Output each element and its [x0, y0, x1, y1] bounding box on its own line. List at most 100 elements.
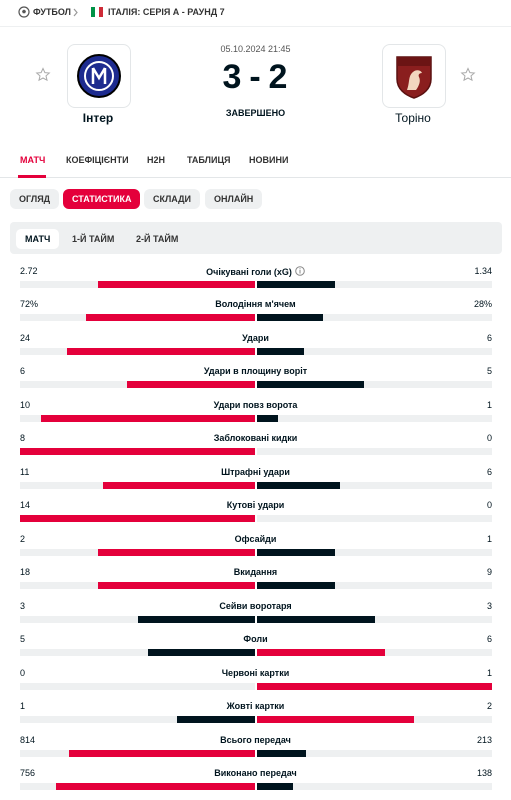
away-track	[257, 582, 492, 590]
away-value: 9	[486, 567, 492, 578]
home-bar	[137, 615, 255, 623]
stat-label: Очікувані голи (xG)	[0, 266, 511, 277]
home-value: 10	[20, 399, 31, 410]
stat-label: Кутові удари	[226, 500, 285, 511]
away-bar	[257, 716, 414, 724]
away-track	[257, 749, 492, 757]
away-value: 1	[486, 533, 492, 544]
stat-label: Удари повз ворота	[213, 399, 298, 410]
tab[interactable]: НОВИНИ	[249, 155, 289, 165]
home-bar	[148, 649, 255, 657]
home-value: 0	[20, 667, 26, 678]
away-value: 1.34	[474, 266, 492, 276]
stat-label: Всього передач	[220, 734, 291, 745]
away-logo[interactable]	[382, 44, 446, 108]
away-bar	[257, 649, 386, 657]
away-value: 1	[486, 399, 492, 410]
subtab[interactable]: СКЛАДИ	[144, 189, 201, 209]
subtab[interactable]: ОГЛЯД	[10, 189, 60, 209]
home-bar	[41, 414, 255, 422]
info-icon[interactable]	[292, 266, 305, 277]
chevron	[73, 8, 78, 17]
favorite-home[interactable]	[35, 67, 51, 83]
away-value: 138	[476, 768, 492, 779]
sport-link[interactable]: ФУТБОЛ	[33, 7, 71, 17]
stat-label: Фоли	[243, 634, 268, 645]
away-bar	[257, 615, 375, 623]
away-bar	[257, 682, 492, 690]
away-track	[257, 381, 492, 389]
away-bar	[257, 414, 279, 422]
away-track	[257, 615, 492, 623]
home-value: 11	[20, 466, 30, 477]
away-value: 213	[476, 734, 492, 745]
home-bar	[97, 281, 255, 288]
home-team[interactable]: Інтер	[82, 111, 114, 125]
home-bar	[176, 716, 255, 724]
home-value: 72%	[20, 299, 39, 310]
away-team[interactable]: Торіно	[395, 111, 431, 125]
period-tab[interactable]: 2-Й ТАЙМ	[136, 234, 179, 244]
stat-label: Володіння м'ячем	[215, 299, 296, 310]
away-bar	[257, 548, 336, 556]
home-bar	[98, 582, 255, 590]
stat-label: Сейви воротаря	[219, 600, 292, 611]
period-tab[interactable]: 1-Й ТАЙМ	[72, 234, 115, 244]
divider	[0, 26, 511, 27]
home-value: 814	[20, 734, 36, 745]
tab[interactable]: H2H	[147, 155, 166, 165]
stat-label: Червоні картки	[221, 667, 290, 678]
away-bar	[257, 481, 340, 489]
tab[interactable]: ТАБЛИЦЯ	[187, 155, 231, 165]
home-bar	[98, 548, 255, 556]
away-bar	[257, 281, 335, 288]
home-track	[20, 682, 255, 690]
tab[interactable]: КОЕФІЦІЄНТИ	[66, 155, 129, 165]
home-score: 3	[222, 58, 242, 96]
home-bar	[20, 515, 255, 523]
home-value: 1	[20, 701, 26, 712]
tab-underline	[18, 175, 46, 178]
tab[interactable]: МАТЧ	[20, 155, 46, 165]
home-value: 3	[20, 600, 26, 611]
home-value: 756	[20, 768, 36, 779]
period-bar	[10, 222, 502, 254]
subtab[interactable]: ОНЛАЙН	[205, 189, 263, 209]
home-track	[20, 649, 255, 657]
divider	[0, 177, 511, 178]
home-value: 6	[20, 366, 26, 377]
favorite-away[interactable]	[460, 67, 476, 83]
away-track	[257, 783, 492, 791]
away-value: 6	[486, 634, 492, 645]
away-value: 0	[486, 500, 492, 511]
stat-label: Заблоковані кидки	[213, 433, 298, 444]
home-value: 18	[20, 567, 31, 578]
home-value: 5	[20, 634, 26, 645]
home-logo[interactable]	[67, 44, 131, 108]
away-value: 28%	[473, 299, 492, 310]
stat-label: Вкидання	[233, 567, 278, 578]
score-separator: -	[249, 58, 261, 96]
away-score: 2	[268, 58, 288, 96]
away-track	[257, 481, 492, 489]
away-bar	[257, 582, 336, 590]
away-bar	[257, 314, 323, 322]
home-bar	[102, 481, 255, 489]
home-bar	[126, 381, 255, 389]
away-track	[257, 414, 492, 422]
away-bar	[257, 783, 294, 791]
away-track	[257, 448, 492, 456]
subtab[interactable]: СТАТИСТИКА	[63, 189, 141, 209]
away-track	[257, 314, 492, 322]
period-tab[interactable]: МАТЧ	[16, 229, 60, 249]
stat-label: Офсайди	[234, 533, 277, 544]
home-value: 8	[20, 433, 26, 444]
home-bar	[67, 347, 255, 355]
league-link[interactable]: ІТАЛІЯ: СЕРІЯ А - РАУНД 7	[108, 7, 225, 17]
home-bar	[56, 783, 255, 791]
away-track	[257, 548, 492, 556]
away-bar	[257, 347, 304, 355]
home-value: 14	[20, 500, 31, 511]
football-icon	[18, 6, 30, 18]
away-bar	[257, 749, 306, 757]
